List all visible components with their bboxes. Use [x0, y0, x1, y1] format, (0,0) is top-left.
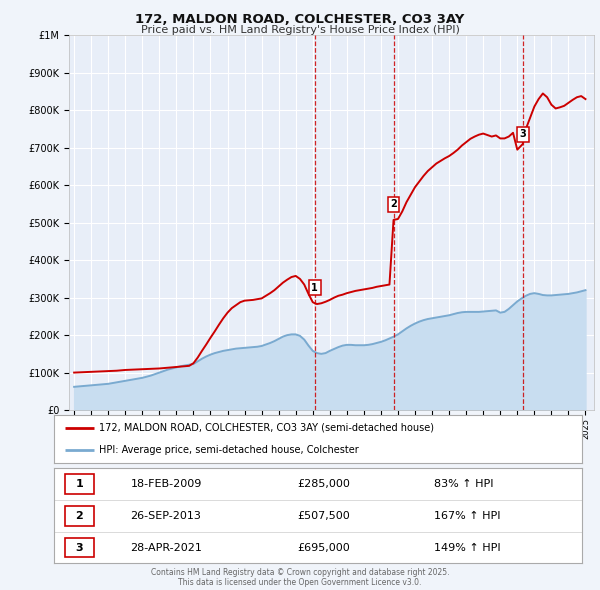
- Text: 1: 1: [311, 283, 318, 293]
- Text: 18-FEB-2009: 18-FEB-2009: [131, 479, 202, 489]
- Text: HPI: Average price, semi-detached house, Colchester: HPI: Average price, semi-detached house,…: [99, 445, 359, 455]
- Text: £285,000: £285,000: [297, 479, 350, 489]
- Text: 172, MALDON ROAD, COLCHESTER, CO3 3AY (semi-detached house): 172, MALDON ROAD, COLCHESTER, CO3 3AY (s…: [99, 423, 434, 433]
- Text: 28-APR-2021: 28-APR-2021: [131, 543, 202, 552]
- Text: 2: 2: [390, 199, 397, 209]
- Text: 1: 1: [75, 479, 83, 489]
- Text: £507,500: £507,500: [297, 511, 350, 520]
- Text: Price paid vs. HM Land Registry's House Price Index (HPI): Price paid vs. HM Land Registry's House …: [140, 25, 460, 35]
- Text: 83% ↑ HPI: 83% ↑ HPI: [434, 479, 494, 489]
- FancyBboxPatch shape: [65, 537, 94, 558]
- Text: 2: 2: [75, 511, 83, 520]
- Text: 149% ↑ HPI: 149% ↑ HPI: [434, 543, 501, 552]
- Text: 167% ↑ HPI: 167% ↑ HPI: [434, 511, 500, 520]
- FancyBboxPatch shape: [65, 474, 94, 494]
- Text: 172, MALDON ROAD, COLCHESTER, CO3 3AY: 172, MALDON ROAD, COLCHESTER, CO3 3AY: [136, 13, 464, 26]
- FancyBboxPatch shape: [65, 506, 94, 526]
- Text: 3: 3: [520, 129, 526, 139]
- Text: 26-SEP-2013: 26-SEP-2013: [131, 511, 202, 520]
- Text: Contains HM Land Registry data © Crown copyright and database right 2025.
This d: Contains HM Land Registry data © Crown c…: [151, 568, 449, 587]
- Text: £695,000: £695,000: [297, 543, 350, 552]
- Text: 3: 3: [75, 543, 83, 552]
